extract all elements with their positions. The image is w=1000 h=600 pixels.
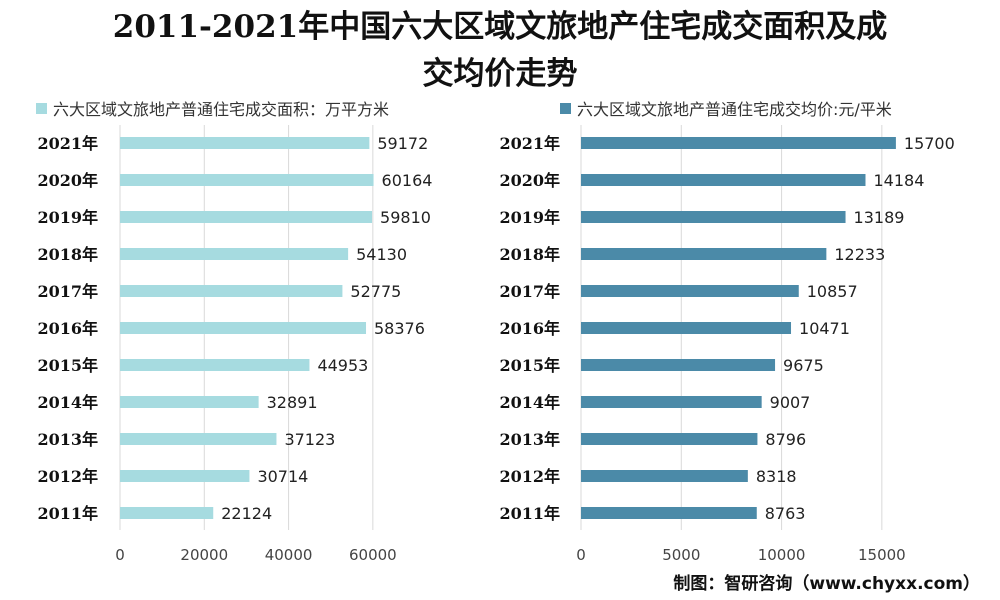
- chart-title: 2011-2021年中国六大区域文旅地产住宅成交面积及成 交均价走势: [100, 4, 900, 98]
- price-value-label: 9675: [783, 356, 824, 375]
- price-bar: [581, 396, 762, 408]
- price-bar: [581, 507, 757, 519]
- area-category-label: 2021年: [37, 134, 98, 153]
- price-value-label: 15700: [904, 134, 955, 153]
- area-bar: [120, 507, 214, 519]
- area-bar: [120, 359, 310, 371]
- price-bar: [581, 322, 792, 334]
- price-category-label: 2014年: [499, 393, 560, 412]
- area-value-label: 32891: [267, 393, 318, 412]
- price-xtick-label: 0: [576, 546, 586, 564]
- area-xtick-label: 40000: [265, 546, 313, 564]
- price-bar: [581, 285, 799, 297]
- price-xtick-label: 15000: [858, 546, 906, 564]
- price-value-label: 9007: [770, 393, 811, 412]
- area-value-label: 59810: [380, 208, 431, 227]
- legend-area-swatch: [36, 102, 47, 114]
- area-value-label: 58376: [374, 319, 425, 338]
- price-value-label: 14184: [873, 171, 924, 190]
- area-bar: [120, 137, 370, 149]
- source-credit: 制图：智研咨询（www.chyxx.com）: [673, 574, 980, 594]
- price-bar: [581, 470, 748, 482]
- chart-title-line2: 交均价走势: [422, 56, 578, 92]
- area-category-label: 2016年: [37, 319, 98, 338]
- area-xtick-label: 20000: [180, 546, 228, 564]
- price-xtick-label: 5000: [662, 546, 700, 564]
- area-value-label: 59172: [377, 134, 428, 153]
- area-value-label: 30714: [257, 467, 308, 486]
- chart-title-line1: 2011-2021年中国六大区域文旅地产住宅成交面积及成: [112, 9, 888, 45]
- area-category-label: 2015年: [37, 356, 98, 375]
- price-value-label: 10857: [807, 282, 858, 301]
- area-bar: [120, 470, 250, 482]
- price-category-label: 2018年: [499, 245, 560, 264]
- area-value-label: 60164: [382, 171, 433, 190]
- area-value-label: 37123: [284, 430, 335, 449]
- legend-area: 六大区域文旅地产普通住宅成交面积：万平方米: [36, 96, 389, 120]
- area-bar: [120, 248, 349, 260]
- price-category-label: 2011年: [499, 504, 560, 523]
- area-bar: [120, 433, 277, 445]
- price-bar: [581, 248, 827, 260]
- area-category-label: 2013年: [37, 430, 98, 449]
- price-value-label: 8318: [756, 467, 797, 486]
- area-category-label: 2014年: [37, 393, 98, 412]
- price-category-label: 2013年: [499, 430, 560, 449]
- price-bar: [581, 211, 846, 223]
- area-value-label: 22124: [221, 504, 272, 523]
- area-category-label: 2018年: [37, 245, 98, 264]
- price-bar: [581, 174, 866, 186]
- area-bar: [120, 174, 374, 186]
- area-bar: [120, 285, 343, 297]
- price-value-label: 8796: [765, 430, 806, 449]
- price-category-label: 2012年: [499, 467, 560, 486]
- price-category-label: 2021年: [499, 134, 560, 153]
- area-value-label: 52775: [350, 282, 401, 301]
- area-category-label: 2017年: [37, 282, 98, 301]
- legend-price-label: 六大区域文旅地产普通住宅成交均价:元/平米: [577, 100, 892, 119]
- price-bar: [581, 359, 776, 371]
- area-bar: [120, 322, 367, 334]
- price-value-label: 12233: [834, 245, 885, 264]
- area-value-label: 44953: [317, 356, 368, 375]
- price-xtick-label: 10000: [758, 546, 806, 564]
- price-category-label: 2019年: [499, 208, 560, 227]
- area-bar: [120, 396, 259, 408]
- price-value-label: 13189: [854, 208, 905, 227]
- price-category-label: 2020年: [499, 171, 560, 190]
- price-category-label: 2017年: [499, 282, 560, 301]
- area-category-label: 2012年: [37, 467, 98, 486]
- price-value-label: 10471: [799, 319, 850, 338]
- area-xtick-label: 0: [115, 546, 125, 564]
- area-xtick-label: 60000: [349, 546, 397, 564]
- price-bar: [581, 137, 896, 149]
- area-category-label: 2019年: [37, 208, 98, 227]
- area-bar: [120, 211, 373, 223]
- price-value-label: 8763: [765, 504, 806, 523]
- price-category-label: 2016年: [499, 319, 560, 338]
- price-category-label: 2015年: [499, 356, 560, 375]
- price-bar: [581, 433, 758, 445]
- area-category-label: 2011年: [37, 504, 98, 523]
- legend-price: 六大区域文旅地产普通住宅成交均价:元/平米: [560, 96, 892, 120]
- legend-area-label: 六大区域文旅地产普通住宅成交面积：万平方米: [53, 100, 390, 119]
- legend-price-swatch: [560, 102, 571, 114]
- area-category-label: 2020年: [37, 171, 98, 190]
- area-value-label: 54130: [356, 245, 407, 264]
